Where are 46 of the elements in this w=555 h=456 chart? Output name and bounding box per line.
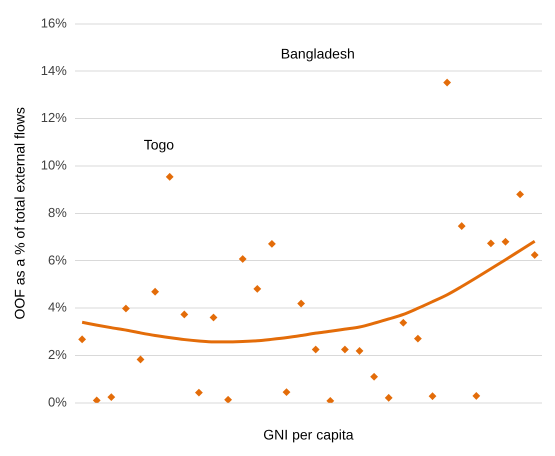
- point: [268, 240, 276, 248]
- point: [385, 394, 392, 402]
- y-tick-label: 6%: [48, 252, 68, 268]
- y-tick-label: 4%: [48, 300, 68, 315]
- point: [297, 300, 305, 308]
- point: [210, 314, 218, 322]
- x-axis-title: GNI per capita: [263, 426, 354, 442]
- y-tick-label: 10%: [40, 158, 68, 173]
- point: [341, 346, 349, 354]
- point: [93, 396, 100, 403]
- point: [108, 393, 116, 401]
- point: [400, 319, 408, 326]
- point: [487, 240, 495, 248]
- point: [166, 173, 174, 181]
- point: [122, 304, 130, 312]
- point: [224, 396, 232, 403]
- y-tick-label: 14%: [40, 62, 68, 78]
- annotation: Togo: [144, 136, 174, 153]
- line-series: [80, 240, 536, 344]
- point: [326, 397, 334, 403]
- y-tick-label: 16%: [40, 15, 68, 30]
- point: [151, 288, 159, 296]
- y-tick-label: 8%: [48, 204, 68, 220]
- point: [370, 373, 378, 380]
- point: [356, 347, 364, 355]
- point: [254, 285, 262, 293]
- annotation: Bangladesh: [280, 46, 355, 62]
- point: [458, 222, 466, 230]
- point: [180, 310, 188, 318]
- point: [282, 388, 290, 396]
- point: [78, 336, 86, 344]
- y-tick-label: 2%: [48, 347, 68, 362]
- point: [531, 251, 538, 259]
- point: [502, 238, 510, 246]
- point: [414, 334, 422, 342]
- y-tick-label: 12%: [40, 110, 68, 126]
- point: [239, 255, 246, 263]
- y-axis-title: OOF as a % of total external flows: [11, 107, 28, 320]
- point: [195, 388, 203, 396]
- point: [312, 346, 320, 354]
- point: [443, 78, 451, 86]
- point: [516, 190, 524, 198]
- y-tick-label: 0%: [48, 394, 68, 410]
- point: [472, 392, 480, 400]
- point: [428, 392, 436, 400]
- point: [136, 356, 144, 364]
